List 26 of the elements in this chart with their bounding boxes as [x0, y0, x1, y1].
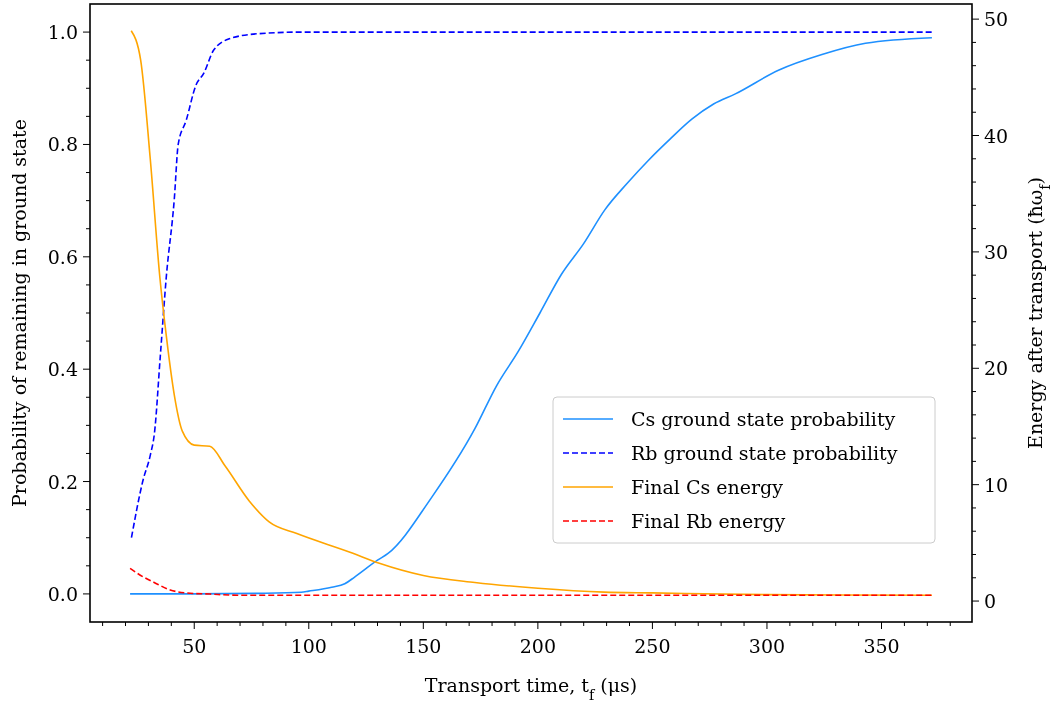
x-axis-title: Transport time, t$_{f}$ (μs) [424, 674, 638, 703]
y-tick-label: 0.2 [47, 470, 78, 493]
y2-tick-label: 20 [984, 357, 1009, 380]
y2-tick-label: 40 [984, 124, 1009, 147]
y-tick-label: 0.4 [47, 358, 78, 381]
y-tick-label: 1.0 [47, 21, 78, 44]
x-tick-label: 300 [748, 635, 786, 657]
y-tick-label: 0.8 [47, 133, 78, 156]
x-tick-label: 50 [182, 635, 207, 657]
y-axis-title: Probability of remaining in ground state [8, 119, 30, 507]
legend-label: Rb ground state probability [631, 442, 898, 464]
y2-tick-label: 0 [984, 590, 997, 613]
y2-tick-label: 10 [984, 473, 1009, 496]
x-tick-label: 350 [863, 635, 900, 657]
y2-tick-label: 50 [984, 8, 1009, 31]
x-tick-label: 150 [405, 635, 442, 657]
legend-label: Cs ground state probability [631, 408, 896, 430]
x-tick-label: 200 [519, 635, 557, 657]
x-tick-label: 100 [290, 635, 327, 657]
y-tick-label: 0.0 [47, 582, 78, 605]
x-tick-label: 250 [634, 635, 671, 657]
legend-label: Final Cs energy [631, 476, 784, 498]
y2-tick-label: 30 [984, 240, 1009, 263]
legend-label: Final Rb energy [631, 510, 786, 532]
y-tick-label: 0.6 [47, 245, 78, 268]
line-series [129, 567, 933, 597]
